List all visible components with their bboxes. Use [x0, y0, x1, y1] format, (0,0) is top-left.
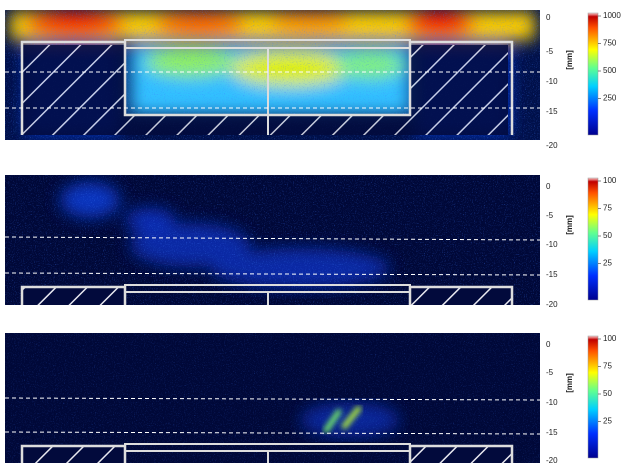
- heatmap: [5, 10, 540, 140]
- colorbar-tick-label: 50: [603, 389, 612, 398]
- heatmap: [5, 175, 540, 310]
- colorbar-tick-label: 75: [603, 204, 612, 213]
- y-tick-label: -5: [546, 211, 554, 220]
- y-tick-label: -15: [546, 428, 558, 437]
- y-tick-label: -5: [546, 47, 554, 56]
- y-tick-label: -20: [546, 141, 558, 150]
- colorbar-tick-label: 750: [603, 39, 617, 48]
- colorbar-tick-label: 75: [603, 362, 612, 371]
- y-tick-label: -10: [546, 240, 558, 249]
- y-axis-label: [mm]: [565, 215, 574, 235]
- figure: 0-5-10-15-20[mm]10007505002500-5-10-15-2…: [0, 0, 621, 474]
- colorbar: [588, 336, 598, 458]
- colorbar: [588, 178, 598, 300]
- y-tick-label: 0: [546, 340, 551, 349]
- y-tick-label: -20: [546, 300, 558, 309]
- colorbar-tick-label: 25: [603, 259, 612, 268]
- y-tick-label: 0: [546, 182, 551, 191]
- y-tick-label: -15: [546, 107, 558, 116]
- y-tick-label: -20: [546, 456, 558, 465]
- colorbar-tick-label: 500: [603, 66, 617, 75]
- y-tick-label: -10: [546, 398, 558, 407]
- colorbar: [588, 13, 598, 135]
- colorbar-tick-label: 25: [603, 417, 612, 426]
- colorbar-tick-label: 100: [603, 334, 617, 343]
- heatmap: [5, 333, 540, 468]
- y-tick-label: -5: [546, 368, 554, 377]
- y-tick-label: -15: [546, 270, 558, 279]
- colorbar-tick-label: 250: [603, 94, 617, 103]
- colorbar-tick-label: 1000: [603, 11, 621, 20]
- y-axis-label: [mm]: [565, 373, 574, 393]
- y-tick-label: 0: [546, 13, 551, 22]
- y-tick-label: -10: [546, 77, 558, 86]
- colorbar-tick-label: 100: [603, 176, 617, 185]
- y-axis-label: [mm]: [565, 50, 574, 70]
- colorbar-tick-label: 50: [603, 231, 612, 240]
